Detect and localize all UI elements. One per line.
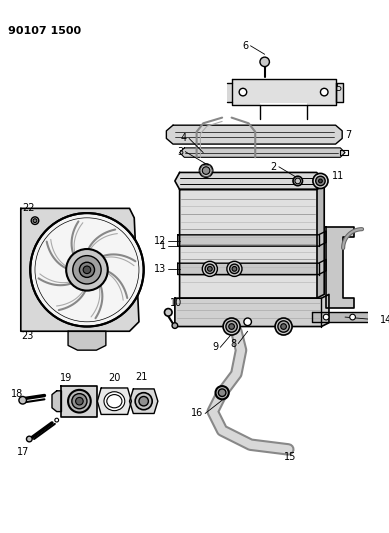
- Text: 6: 6: [242, 41, 249, 51]
- Polygon shape: [336, 83, 343, 102]
- Text: 20: 20: [109, 373, 121, 383]
- Text: 14: 14: [380, 315, 389, 325]
- Polygon shape: [326, 227, 354, 308]
- Text: 15: 15: [284, 452, 296, 462]
- Circle shape: [323, 314, 329, 320]
- Circle shape: [226, 321, 237, 332]
- Text: 8: 8: [230, 338, 237, 349]
- Circle shape: [205, 264, 215, 273]
- Circle shape: [229, 324, 235, 329]
- Circle shape: [216, 386, 229, 399]
- Polygon shape: [178, 260, 326, 274]
- Polygon shape: [97, 388, 131, 415]
- Text: 3: 3: [177, 147, 183, 157]
- Text: 9: 9: [212, 342, 218, 352]
- Text: 19: 19: [60, 373, 72, 383]
- Circle shape: [72, 394, 87, 409]
- Circle shape: [19, 397, 26, 404]
- Circle shape: [139, 397, 149, 406]
- Text: 18: 18: [11, 389, 24, 399]
- Circle shape: [73, 256, 101, 284]
- Text: 7: 7: [345, 130, 351, 140]
- Circle shape: [66, 249, 108, 290]
- Circle shape: [223, 318, 240, 335]
- Circle shape: [232, 266, 237, 271]
- Circle shape: [275, 318, 292, 335]
- Circle shape: [79, 262, 95, 277]
- Text: 4: 4: [181, 133, 187, 143]
- Polygon shape: [180, 148, 345, 157]
- Circle shape: [31, 217, 39, 224]
- Circle shape: [30, 213, 144, 327]
- Circle shape: [244, 318, 251, 326]
- Text: 17: 17: [17, 447, 30, 457]
- Polygon shape: [175, 173, 324, 189]
- Circle shape: [218, 389, 226, 397]
- Text: 11: 11: [332, 171, 344, 181]
- Text: 12: 12: [154, 236, 166, 246]
- Circle shape: [75, 398, 83, 405]
- Circle shape: [319, 179, 322, 183]
- Circle shape: [202, 167, 210, 174]
- Polygon shape: [21, 208, 139, 331]
- Circle shape: [172, 323, 178, 328]
- Circle shape: [230, 264, 239, 273]
- Polygon shape: [130, 389, 158, 414]
- Circle shape: [321, 88, 328, 96]
- Text: 90107 1500: 90107 1500: [7, 26, 81, 36]
- Polygon shape: [52, 391, 61, 411]
- Circle shape: [278, 321, 289, 332]
- Circle shape: [350, 314, 356, 320]
- Text: 1: 1: [160, 241, 166, 251]
- Polygon shape: [178, 231, 326, 246]
- Circle shape: [207, 266, 212, 271]
- Circle shape: [135, 393, 152, 410]
- Ellipse shape: [104, 392, 125, 410]
- Text: 21: 21: [135, 372, 147, 382]
- Text: 22: 22: [23, 204, 35, 213]
- Circle shape: [26, 436, 32, 442]
- Polygon shape: [317, 185, 324, 298]
- Circle shape: [281, 324, 286, 329]
- Polygon shape: [68, 331, 106, 350]
- Circle shape: [227, 261, 242, 277]
- Polygon shape: [260, 103, 307, 118]
- Circle shape: [200, 164, 213, 177]
- Circle shape: [33, 219, 37, 223]
- Polygon shape: [231, 79, 336, 106]
- Circle shape: [202, 261, 217, 277]
- Polygon shape: [61, 386, 97, 417]
- Polygon shape: [227, 83, 231, 102]
- Polygon shape: [312, 312, 369, 322]
- Circle shape: [165, 309, 172, 316]
- Circle shape: [313, 173, 328, 189]
- Text: 5: 5: [336, 83, 342, 93]
- Polygon shape: [180, 189, 317, 298]
- Circle shape: [260, 57, 270, 67]
- Circle shape: [83, 266, 91, 273]
- Polygon shape: [175, 294, 329, 327]
- Circle shape: [316, 176, 325, 185]
- Circle shape: [293, 176, 303, 185]
- Text: 2: 2: [271, 162, 277, 172]
- Text: 13: 13: [154, 264, 166, 274]
- Text: 23: 23: [21, 331, 33, 341]
- Polygon shape: [166, 125, 342, 144]
- Text: 10: 10: [170, 298, 182, 308]
- Circle shape: [239, 88, 247, 96]
- Circle shape: [68, 390, 91, 413]
- Text: 16: 16: [191, 408, 203, 418]
